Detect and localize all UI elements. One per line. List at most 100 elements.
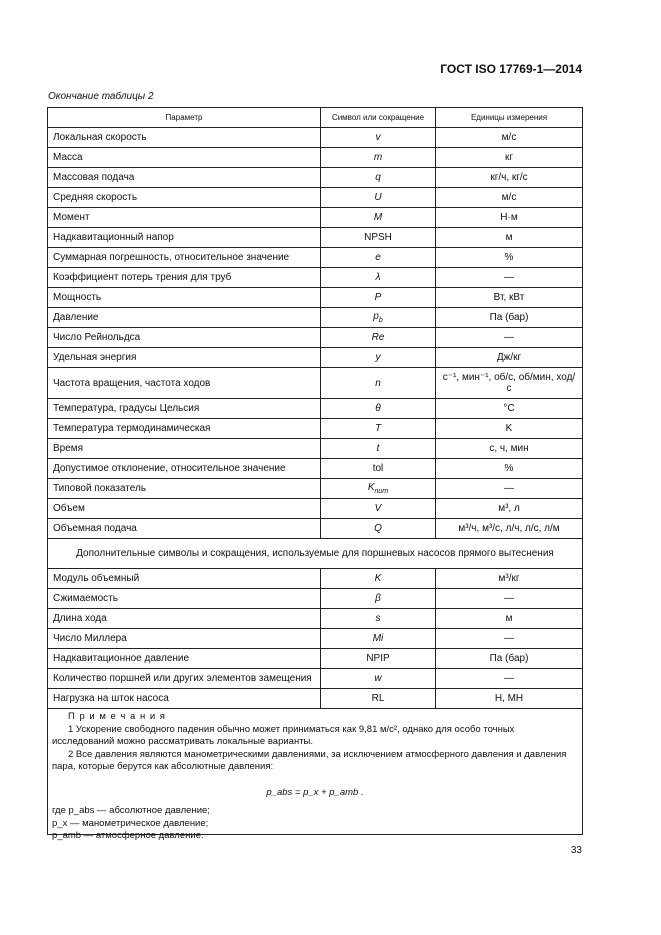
symbol-cell: M [320, 207, 436, 228]
table-row: Температура термодинамическая T K [47, 418, 583, 439]
parameter-cell: Температура, градусы Цельсия [47, 398, 321, 419]
unit-cell: м [435, 227, 583, 248]
parameter-cell: Типовой показатель [47, 478, 321, 499]
parameter-cell: Допустимое отклонение, относительное зна… [47, 458, 321, 479]
table-row: Надкавитационное давление NPIP Па (бар) [47, 648, 583, 669]
parameter-cell: Температура термодинамическая [47, 418, 321, 439]
symbol-cell: w [320, 668, 436, 689]
symbol-cell: s [320, 608, 436, 629]
parameter-cell: Массовая подача [47, 167, 321, 188]
parameter-cell: Коэффициент потерь трения для труб [47, 267, 321, 288]
parameter-cell: Модуль объемный [47, 568, 321, 589]
unit-cell: Дж/кг [435, 347, 583, 368]
symbol-cell: θ [320, 398, 436, 419]
parameter-cell: Частота вращения, частота ходов [47, 367, 321, 399]
notes-box: П р и м е ч а н и я 1 Ускорение свободно… [47, 708, 583, 841]
unit-cell: м³/кг [435, 568, 583, 589]
parameter-cell: Средняя скорость [47, 187, 321, 208]
symbol-cell: t [320, 438, 436, 459]
symbol-cell: K [320, 568, 436, 589]
symbol-cell: RL [320, 688, 436, 709]
symbol-cell: Q [320, 518, 436, 539]
symbol-cell: Knum [320, 478, 436, 499]
parameter-cell: Число Рейнольдса [47, 327, 321, 348]
unit-cell: Н·м [435, 207, 583, 228]
unit-cell: Вт, кВт [435, 287, 583, 308]
unit-cell: м³, л [435, 498, 583, 519]
where-line: p_amb — атмосферное давление. [52, 830, 204, 841]
parameter-cell: Масса [47, 147, 321, 168]
table-row: Температура, градусы Цельсия θ °C [47, 398, 583, 419]
table-row: Надкавитационный напор NPSH м [47, 227, 583, 248]
unit-cell: м/с [435, 127, 583, 148]
unit-cell: — [435, 588, 583, 609]
table-row: Мощность P Вт, кВт [47, 287, 583, 308]
parameter-cell: Удельная энергия [47, 347, 321, 368]
table-row: Сжимаемость β — [47, 588, 583, 609]
parameter-cell: Надкавитационное давление [47, 648, 321, 669]
symbol-cell: NPSH [320, 227, 436, 248]
unit-cell: м/с [435, 187, 583, 208]
symbol-cell: q [320, 167, 436, 188]
column-header: Символ или сокращение [320, 107, 436, 128]
unit-cell: м [435, 608, 583, 629]
notes-title: П р и м е ч а н и я [68, 711, 166, 722]
unit-cell: Н, МН [435, 688, 583, 709]
unit-cell: % [435, 247, 583, 268]
column-header: Единицы измерения [435, 107, 583, 128]
parameter-cell: Надкавитационный напор [47, 227, 321, 248]
table-row: Масса m кг [47, 147, 583, 168]
table-row: Локальная скорость v м/с [47, 127, 583, 148]
parameter-cell: Длина хода [47, 608, 321, 629]
unit-cell: кг/ч, кг/с [435, 167, 583, 188]
symbol-cell: y [320, 347, 436, 368]
table-row: Допустимое отклонение, относительное зна… [47, 458, 583, 479]
parameter-cell: Объем [47, 498, 321, 519]
where-line: где p_abs — абсолютное давление; [52, 805, 210, 816]
table-row: Количество поршней или других элементов … [47, 668, 583, 689]
symbol-cell: Re [320, 327, 436, 348]
section-row: Дополнительные символы и сокращения, исп… [47, 538, 583, 569]
table-row: Давление pb Па (бар) [47, 307, 583, 328]
note-1: 1 Ускорение свободного падения обычно мо… [52, 723, 515, 748]
symbol-cell: m [320, 147, 436, 168]
where-line: p_x — манометрическое давление; [52, 817, 209, 829]
table-header-row: Параметр Символ или сокращение Единицы и… [47, 107, 583, 128]
table-caption: Окончание таблицы 2 [48, 91, 154, 102]
symbol-cell: λ [320, 267, 436, 288]
unit-cell: % [435, 458, 583, 479]
note-2: 2 Все давления являются манометрическими… [52, 748, 567, 773]
parameter-cell: Число Миллера [47, 628, 321, 649]
symbol-cell: tol [320, 458, 436, 479]
table-row: Типовой показатель Knum — [47, 478, 583, 499]
symbol-cell: pb [320, 307, 436, 328]
parameter-cell: Момент [47, 207, 321, 228]
parameter-cell: Мощность [47, 287, 321, 308]
table-row: Удельная энергия y Дж/кг [47, 347, 583, 368]
table-row: Частота вращения, частота ходов n с⁻¹, мин… [47, 367, 583, 399]
unit-cell: Па (бар) [435, 648, 583, 669]
table-row: Момент M Н·м [47, 207, 583, 228]
formula: p_abs = p_x + p_amb . [266, 786, 364, 798]
table-row: Массовая подача q кг/ч, кг/с [47, 167, 583, 188]
symbol-cell: V [320, 498, 436, 519]
parameter-cell: Суммарная погрешность, относительное зна… [47, 247, 321, 268]
unit-cell: K [435, 418, 583, 439]
symbol-cell: β [320, 588, 436, 609]
page-number: 33 [570, 845, 582, 856]
table-row: Число Рейнольдса Re — [47, 327, 583, 348]
symbol-cell: Mi [320, 628, 436, 649]
symbols-table: Параметр Символ или сокращение Единицы и… [47, 107, 583, 709]
symbol-cell: P [320, 287, 436, 308]
symbol-cell: v [320, 127, 436, 148]
unit-cell: °C [435, 398, 583, 419]
column-header: Параметр [47, 107, 321, 128]
unit-cell: — [435, 267, 583, 288]
parameter-cell: Объемная подача [47, 518, 321, 539]
unit-cell: кг [435, 147, 583, 168]
unit-cell: — [435, 327, 583, 348]
symbol-cell: U [320, 187, 436, 208]
